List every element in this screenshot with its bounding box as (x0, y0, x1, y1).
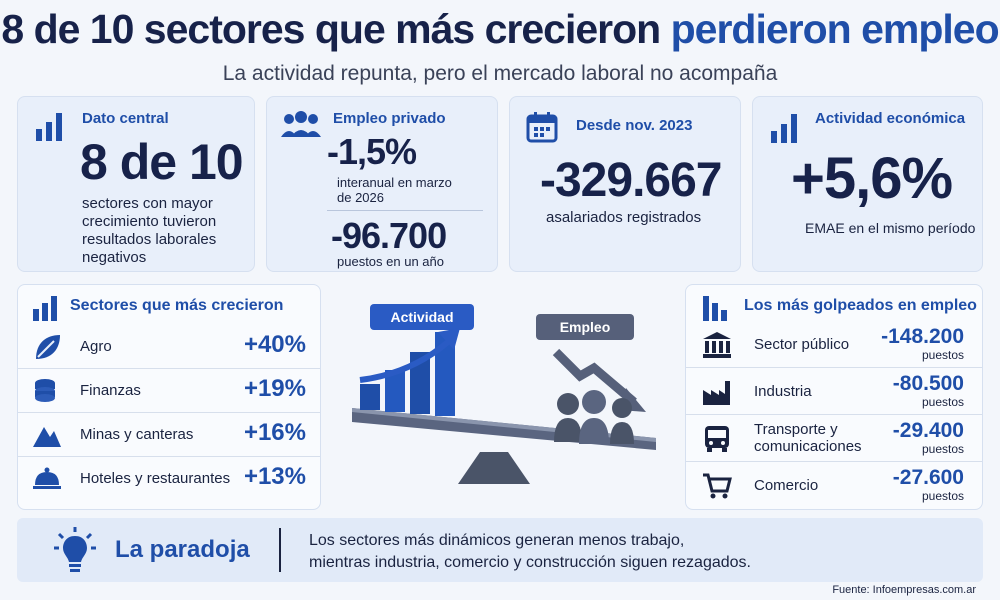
seesaw-graphic (352, 328, 656, 484)
list-item: Industria -80.500 puestos (686, 368, 982, 415)
kpi-value: -329.667 (540, 154, 722, 207)
growth-list: Agro +40% Finanzas +19% Minas y canteras… (18, 325, 320, 511)
hit-heading: Los más golpeados en empleo (744, 297, 977, 314)
sector-value: -29.400 (892, 419, 964, 442)
kpi-heading: Empleo privado (333, 110, 446, 127)
sector-value: +40% (243, 331, 306, 358)
paradox-line-2: mientras industria, comercio y construcc… (309, 554, 751, 571)
sector-label: Comercio (754, 477, 819, 494)
cart-icon (703, 473, 732, 499)
sector-unit: puestos (921, 348, 964, 362)
sector-label: Sector público (754, 336, 850, 353)
sector-label: Agro (80, 338, 112, 355)
sector-value: -80.500 (892, 372, 964, 395)
calendar-icon (526, 112, 558, 143)
title-main: 8 de 10 sectores que más crecieron (1, 6, 661, 52)
paradox-banner: La paradoja Los sectores más dinámicos g… (17, 518, 983, 582)
hit-sectors-panel: Los más golpeados en empleo Sector públi… (685, 284, 983, 510)
hit-list: Sector público -148.200 puestos Industri… (686, 321, 982, 511)
sector-label: Transporte y comunicaciones (754, 421, 862, 455)
factory-icon (703, 381, 730, 405)
sector-value: +13% (243, 463, 306, 490)
title-highlight: perdieron empleo (670, 6, 1000, 52)
list-item: Minas y canteras +16% (18, 413, 320, 457)
people-icon (281, 111, 321, 137)
cloche-icon (33, 467, 61, 489)
bar-chart-icon (33, 296, 57, 321)
sector-value: +19% (243, 375, 306, 402)
source-credit: Fuente: Infoempresas.com.ar (832, 584, 976, 596)
kpi-caption-percent: interanual en marzo de 2026 (337, 175, 452, 205)
growth-sectors-panel: Sectores que más crecieron Agro +40% Fin… (17, 284, 321, 510)
paradox-heading: La paradoja (115, 536, 250, 563)
bus-icon (705, 426, 729, 452)
kpi-card-dato-central: Dato central 8 de 10 sectores con mayor … (17, 96, 255, 272)
kpi-value: +5,6% (791, 146, 953, 211)
sector-unit: puestos (921, 489, 964, 503)
bar-chart-icon (36, 113, 62, 141)
sector-unit: puestos (921, 395, 964, 409)
lightbulb-icon (54, 527, 96, 572)
kpi-caption-jobs: puestos en un año (337, 254, 444, 269)
sector-label: Hoteles y restaurantes (80, 470, 231, 487)
sector-value: -27.600 (892, 466, 964, 489)
bar-chart-icon (771, 114, 797, 143)
paradox-line-1: Los sectores más dinámicos generan menos… (309, 532, 685, 549)
list-item: Comercio -27.600 puestos (686, 462, 982, 509)
page-title: 8 de 10 sectores que más crecieron perdi… (0, 6, 1000, 53)
building-icon (703, 332, 731, 358)
growth-heading: Sectores que más crecieron (70, 297, 284, 314)
kpi-value-percent: -1,5% (327, 131, 417, 172)
kpi-value: 8 de 10 (80, 134, 244, 190)
sector-label: Finanzas (80, 382, 141, 399)
list-item: Agro +40% (18, 325, 320, 369)
label-actividad: Actividad (370, 304, 474, 330)
bar-chart-down-icon (703, 296, 727, 321)
kpi-caption: sectores con mayor crecimiento tuvieron … (82, 195, 217, 266)
kpi-caption: EMAE en el mismo período (805, 220, 976, 236)
kpi-value-jobs: -96.700 (331, 215, 447, 256)
mountain-icon (33, 427, 61, 447)
page-subtitle: La actividad repunta, pero el mercado la… (222, 62, 778, 85)
kpi-heading: Actividad económica (815, 110, 966, 127)
kpi-card-actividad: Actividad económica +5,6% EMAE en el mis… (752, 96, 983, 272)
list-item: Finanzas +19% (18, 369, 320, 413)
list-item: Transporte y comunicaciones -29.400 pues… (686, 415, 982, 462)
kpi-card-desde-nov: Desde nov. 2023 -329.667 asalariados reg… (509, 96, 741, 272)
sector-value: +16% (243, 419, 306, 446)
kpi-caption: asalariados registrados (546, 209, 702, 226)
sector-value: -148.200 (881, 325, 964, 348)
paradox-divider (279, 528, 281, 572)
sector-unit: puestos (921, 442, 964, 456)
kpi-divider (327, 210, 483, 211)
coins-icon (35, 379, 55, 402)
list-item: Sector público -148.200 puestos (686, 321, 982, 368)
kpi-card-empleo-privado: Empleo privado -1,5% interanual en marzo… (266, 96, 498, 272)
sector-label: Industria (754, 383, 812, 400)
kpi-heading: Dato central (82, 110, 169, 127)
list-item: Hoteles y restaurantes +13% (18, 457, 320, 501)
leaf-icon (36, 335, 60, 359)
label-empleo: Empleo (536, 314, 634, 340)
kpi-heading: Desde nov. 2023 (576, 117, 693, 134)
seesaw-illustration: Actividad Empleo (330, 284, 670, 510)
sector-label: Minas y canteras (80, 426, 194, 443)
